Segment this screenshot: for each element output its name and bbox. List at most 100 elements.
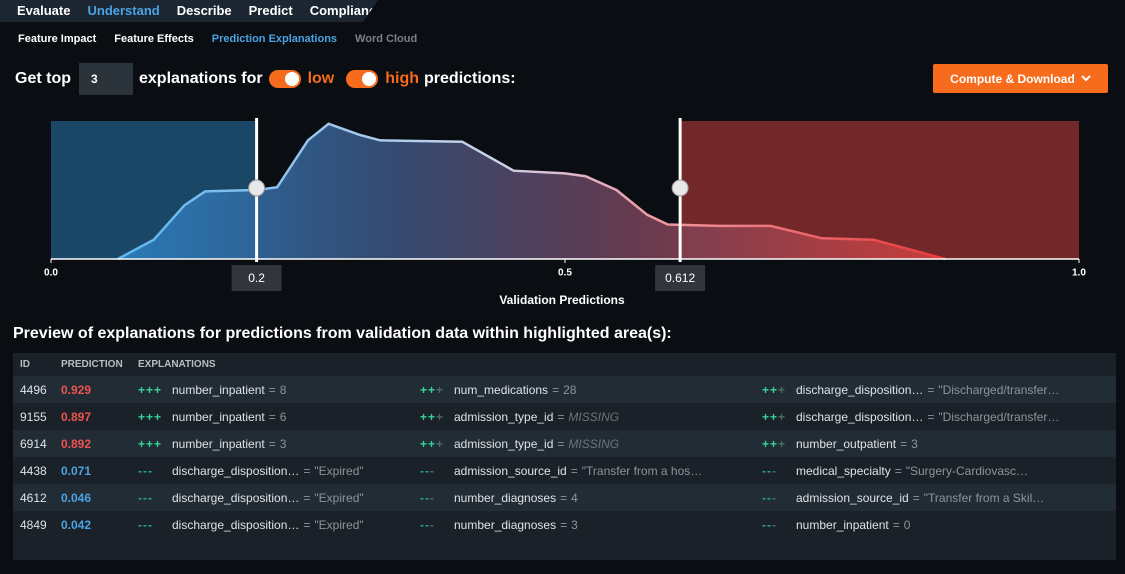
nav-tab[interactable]: Predict [248, 3, 293, 18]
explanation: +++ number_inpatient = 6 [138, 410, 286, 424]
threshold-handle[interactable] [671, 179, 689, 197]
equals: = [927, 409, 935, 424]
density-line [117, 122, 946, 261]
explanation: +++ number_outpatient = 3 [762, 437, 918, 451]
density-area [117, 123, 946, 259]
feature-value: "Surgery-Cardiovasc… [905, 463, 1029, 478]
controls: Get top 3 explanations for low high pred… [15, 63, 516, 95]
nav-tab[interactable]: Understand [87, 3, 160, 18]
sub-nav: Feature Impact Feature Effects Prediction … [18, 33, 435, 45]
high-toggle[interactable] [346, 70, 379, 88]
explanation: --- discharge_disposition… = "Expired" [138, 518, 364, 532]
nav-tab[interactable]: Describe [176, 3, 232, 18]
prediction: 0.929 [61, 382, 92, 397]
preview-title: Preview of explanations for predictions … [13, 325, 672, 342]
feature-value: 28 [563, 382, 577, 397]
feature: admission_source_id [454, 463, 567, 478]
chevron [1081, 75, 1091, 82]
feature-value: "Expired" [314, 463, 364, 478]
table-row[interactable]: 9155 0.897 +++ number_inpatient = 6 +++ admissi… [13, 403, 1116, 430]
equals: = [552, 382, 560, 397]
prediction: 0.071 [61, 463, 92, 478]
feature: number_inpatient [172, 409, 265, 424]
feature: number_diagnoses [454, 490, 557, 505]
strength: --- [138, 490, 153, 505]
prediction: 0.046 [61, 490, 92, 505]
feature-value: "Transfer from a hos… [581, 463, 703, 478]
sub-tab[interactable]: Prediction Explanations [211, 33, 338, 45]
table-row[interactable]: 4496 0.929 +++ number_inpatient = 8 +++ num_med… [13, 376, 1116, 403]
feature: number_inpatient [796, 517, 889, 532]
row-id: 4612 [20, 490, 47, 505]
x-tick-label: 0.0 [44, 268, 58, 279]
x-axis-label: Validation Predictions [499, 293, 625, 307]
feature-value: 0 [903, 517, 911, 532]
strength: --- [762, 517, 777, 532]
strength: +++ [762, 436, 787, 451]
threshold-handle[interactable] [248, 179, 266, 197]
equals: = [570, 463, 578, 478]
equals: = [900, 436, 908, 451]
threshold-box [231, 265, 282, 291]
feature: discharge_disposition… [172, 463, 300, 478]
strength: +++ [420, 409, 445, 424]
equals: = [303, 490, 311, 505]
strength: --- [762, 463, 777, 478]
equals: = [560, 490, 568, 505]
explanation: --- admission_source_id = "Transfer from a … [762, 491, 1044, 505]
row-id: 9155 [20, 409, 47, 424]
prediction: 0.897 [61, 409, 92, 424]
count-input[interactable]: 3 [79, 63, 133, 95]
feature-value: "Expired" [314, 490, 364, 505]
feature: number_outpatient [796, 436, 897, 451]
strength: +++ [762, 409, 787, 424]
equals: = [268, 409, 276, 424]
feature-value: "Discharged/transfer… [938, 382, 1060, 397]
explanation: --- number_diagnoses = 3 [420, 518, 578, 532]
explanation: +++ discharge_disposition… = "Discharged/tr… [762, 410, 1059, 424]
feature-value: 6 [279, 409, 287, 424]
feature: number_inpatient [172, 436, 265, 451]
chart: Validation Predictions 0.0 0.5 1.0 0.2 0.612 [44, 118, 1086, 307]
strength: --- [138, 463, 153, 478]
strength: --- [420, 490, 435, 505]
feature-value: 3 [279, 436, 287, 451]
equals: = [557, 436, 565, 451]
nav-tab[interactable]: Compliance [309, 3, 384, 18]
feature: number_diagnoses [454, 517, 557, 532]
column-header: PREDICTION [61, 359, 123, 370]
feature-value: 3 [911, 436, 918, 451]
explanation: --- admission_source_id = "Transfer from a … [420, 464, 702, 478]
nav-tab[interactable]: Evaluate [17, 3, 71, 18]
feature: num_medications [454, 382, 549, 397]
strength: +++ [138, 436, 163, 451]
sub-tab[interactable]: Feature Impact [18, 33, 97, 45]
strength: --- [420, 463, 435, 478]
strength: --- [762, 490, 777, 505]
equals: = [557, 409, 565, 424]
feature: discharge_disposition… [796, 382, 924, 397]
explanation: +++ number_inpatient = 3 [138, 437, 286, 451]
button-label: Compute & Download [950, 71, 1075, 86]
feature: medical_specialty [796, 463, 891, 478]
equals: = [560, 517, 568, 532]
explanation: --- number_inpatient = 0 [762, 518, 910, 532]
low-toggle[interactable] [268, 70, 301, 88]
threshold-label: 0.2 [248, 271, 265, 285]
strength: +++ [420, 436, 445, 451]
equals: = [268, 436, 276, 451]
table-row[interactable]: 4849 0.042 --- discharge_disposition… = "Expi… [13, 511, 1116, 538]
row-id: 4496 [20, 382, 47, 397]
explanation: --- medical_specialty = "Surgery-Cardiovasc… [762, 464, 1028, 478]
table-row[interactable]: 4612 0.046 --- discharge_disposition… = "Expi… [13, 484, 1116, 511]
table-row[interactable]: 4438 0.071 --- discharge_disposition… = "Expi… [13, 457, 1116, 484]
feature: discharge_disposition… [796, 409, 924, 424]
table-row[interactable]: 6914 0.892 +++ number_inpatient = 3 +++ admissi… [13, 430, 1116, 457]
label: explanations for [139, 70, 263, 87]
sub-tab[interactable]: Feature Effects [114, 33, 194, 45]
equals: = [268, 382, 276, 397]
strength: --- [420, 517, 435, 532]
high-label: high [385, 70, 420, 87]
compute-button[interactable]: Compute & Download [933, 64, 1108, 93]
